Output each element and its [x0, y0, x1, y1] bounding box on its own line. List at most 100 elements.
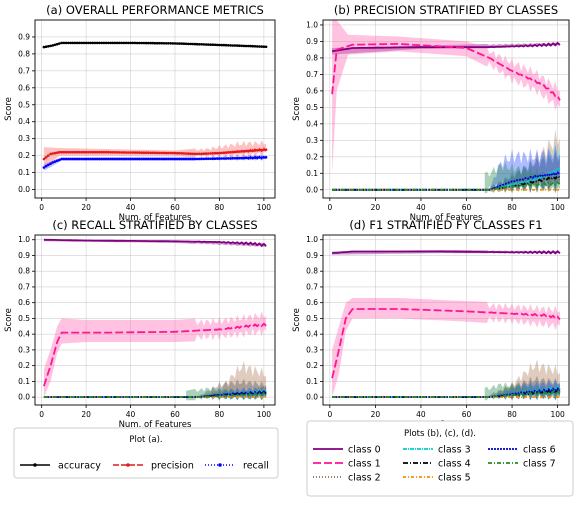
point-recall [109, 157, 112, 161]
point-accuracy [229, 44, 232, 47]
point-accuracy [60, 41, 63, 45]
chart-b: (b) PRECISION STRATIFIED BY CLASSES 0.0 0.… [292, 3, 570, 223]
point-recall [158, 157, 161, 161]
point-precision [207, 152, 210, 155]
point-precision [95, 150, 99, 154]
series-line-class-1 [331, 308, 561, 379]
point-recall [222, 157, 226, 160]
point-precision [82, 150, 86, 154]
point-accuracy [167, 42, 170, 45]
point-precision [42, 157, 46, 161]
point-recall [173, 157, 177, 161]
point-precision [138, 151, 141, 154]
point-precision [122, 151, 126, 154]
point-accuracy [240, 44, 243, 48]
point-recall [151, 157, 155, 161]
y-tick-label: 0.5 [18, 314, 30, 323]
point-accuracy [53, 43, 57, 47]
point-recall [115, 157, 119, 161]
chart-title: (b) PRECISION STRATIFIED BY CLASSES [334, 3, 558, 17]
point-accuracy [109, 41, 112, 45]
point-precision [142, 151, 146, 154]
x-tick-label: 80 [215, 410, 225, 419]
point-recall [42, 166, 46, 169]
point-accuracy [120, 41, 123, 45]
point-recall [91, 157, 95, 161]
series-line-class-0 [43, 238, 267, 247]
point-recall [209, 157, 212, 161]
x-tick-label: 0 [39, 410, 44, 419]
point-recall [251, 156, 255, 160]
plot-area [331, 249, 561, 401]
point-precision [189, 152, 192, 155]
point-recall [100, 157, 103, 161]
point-recall [124, 157, 128, 161]
point-accuracy [87, 41, 90, 45]
point-precision [69, 150, 72, 154]
point-recall [131, 157, 135, 161]
y-tick-label: 0.7 [306, 70, 318, 79]
point-precision [93, 150, 97, 154]
point-accuracy [62, 41, 66, 45]
point-recall [213, 157, 217, 160]
x-tick-label: 20 [371, 410, 381, 419]
point-precision [127, 151, 130, 154]
point-precision [147, 151, 150, 154]
point-recall [227, 157, 230, 160]
point-precision [49, 152, 52, 156]
point-precision [131, 151, 135, 154]
x-tick-label: 40 [126, 410, 136, 419]
y-tick-label: 1.0 [306, 235, 318, 244]
point-recall [73, 157, 77, 161]
point-precision [238, 150, 241, 153]
point-recall [193, 157, 197, 161]
band-class-2 [197, 360, 267, 401]
y-axis-label: Score [292, 308, 302, 332]
y-tick-label: 0.1 [18, 168, 30, 177]
point-recall [247, 156, 250, 160]
point-accuracy [67, 41, 70, 45]
y-tick-label: 0.9 [306, 37, 318, 46]
point-accuracy [231, 44, 235, 47]
point-accuracy [204, 43, 208, 46]
point-accuracy [124, 41, 128, 45]
point-accuracy [244, 44, 248, 48]
point-accuracy [44, 45, 48, 48]
point-recall [107, 157, 110, 161]
point-accuracy [258, 45, 261, 48]
grid [35, 235, 275, 405]
point-accuracy [147, 41, 150, 45]
point-accuracy [93, 41, 97, 45]
point-recall [164, 157, 168, 161]
point-precision [249, 149, 252, 153]
axes-frame [34, 234, 276, 406]
x-tick-label: 20 [371, 203, 381, 212]
point-recall [191, 157, 195, 161]
point-accuracy [151, 41, 155, 45]
point-accuracy [191, 42, 195, 46]
point-accuracy [202, 43, 206, 46]
point-precision [240, 150, 243, 153]
point-recall [180, 157, 183, 161]
y-tick-label: 0.6 [18, 83, 30, 92]
point-accuracy [187, 42, 190, 46]
point-recall [78, 157, 81, 161]
y-tick-label: 0.8 [18, 49, 30, 58]
chart-title: (c) RECALL STRATIFIED BY CLASSES [52, 218, 257, 232]
point-recall [218, 157, 221, 160]
point-recall [162, 157, 166, 161]
point-precision [182, 152, 186, 155]
point-precision [58, 150, 61, 154]
point-recall [113, 157, 117, 161]
x-tick-label: 60 [462, 410, 472, 419]
legend-entry-class-6: class 6 [488, 445, 556, 456]
point-recall [111, 157, 115, 161]
point-precision [149, 151, 152, 155]
point-precision [200, 152, 203, 156]
point-accuracy [84, 41, 88, 45]
y-tick-label: 1.0 [306, 20, 318, 29]
point-accuracy [238, 44, 241, 47]
point-precision [229, 150, 232, 154]
y-tick-label: 0.8 [18, 267, 30, 276]
y-tick-label: 0.4 [18, 117, 30, 126]
